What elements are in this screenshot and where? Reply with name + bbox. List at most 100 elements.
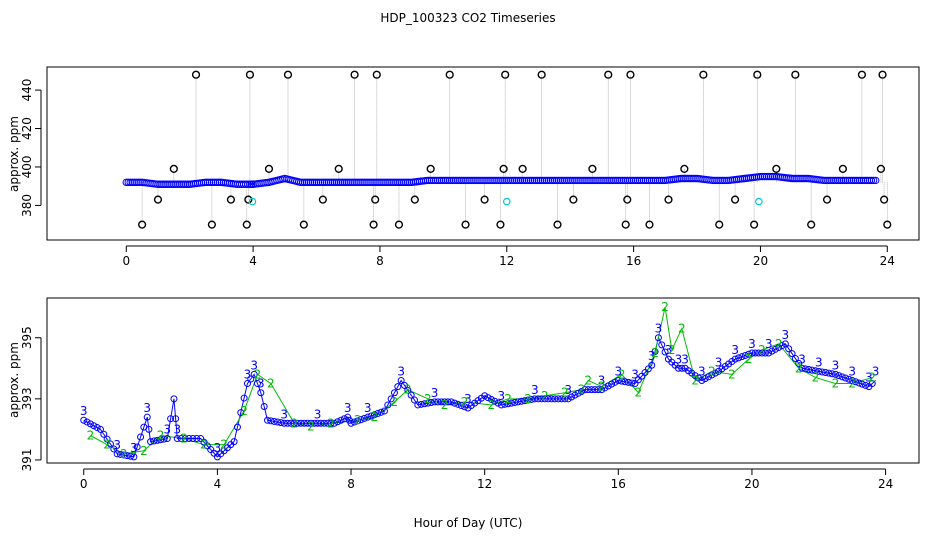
series-3-point [337, 416, 345, 424]
series-3-point [230, 438, 238, 446]
series-3-point [711, 369, 719, 377]
series-3-glyph: 3 [397, 365, 405, 379]
series-3-point [481, 392, 489, 400]
series-3-point [511, 399, 519, 406]
series-3-point [451, 399, 459, 407]
series-2-glyph: 2 [832, 377, 840, 391]
outlier-point [699, 70, 708, 79]
series-3-point [591, 386, 599, 394]
series-3-point [738, 353, 746, 361]
cyan-point [755, 197, 763, 206]
series-3-point [240, 394, 248, 402]
series-3-point [731, 355, 739, 363]
series-3-point [858, 380, 866, 388]
outlier-point [244, 195, 253, 204]
series-2-glyph: 2 [678, 322, 686, 336]
series-2-glyph: 2 [267, 377, 275, 391]
series-2-glyph: 2 [868, 370, 876, 384]
series-3-point [357, 416, 365, 424]
bottom-plot-frame [46, 297, 920, 464]
series-3-point [334, 418, 342, 426]
series-3-point [491, 397, 499, 405]
series-3-point [578, 388, 586, 395]
bottom-y-tick-label: 395 [20, 326, 34, 349]
cyan-point [248, 197, 257, 206]
series-3-glyph: 3 [631, 368, 639, 382]
series-3-point [397, 377, 405, 384]
series-3-point [117, 450, 125, 458]
outlier-point [283, 70, 293, 79]
series-3-glyph: 3 [163, 423, 171, 437]
series-3-glyph: 3 [280, 407, 288, 421]
top-y-tick-label: 380 [20, 194, 34, 217]
series-3-point [173, 435, 181, 443]
series-3-point [424, 399, 432, 407]
outlier-point [372, 70, 381, 79]
series-3-point [852, 378, 860, 386]
bottom-x-tick-label: 4 [214, 477, 222, 491]
series-3-point [153, 436, 161, 444]
series-3-point [167, 415, 175, 423]
series-3-glyph: 3 [214, 441, 222, 455]
outlier-point [753, 70, 762, 79]
series-3-point [537, 395, 545, 403]
series-3-point [96, 425, 104, 433]
outlier-point [750, 220, 759, 229]
series-3-point [775, 344, 783, 351]
bottom-y-tick-label: 391 [20, 448, 34, 471]
outlier-point [857, 70, 867, 79]
outlier-point [569, 195, 578, 204]
series-3-point [805, 366, 813, 373]
series-3-point [147, 438, 155, 446]
series-2-glyph: 2 [812, 370, 820, 384]
series-3-glyph: 3 [130, 441, 138, 455]
series-3-point [374, 410, 382, 417]
top-x-tick-label: 0 [122, 254, 130, 268]
outlier-point [410, 195, 419, 204]
series-3-point [558, 395, 566, 403]
top-x-tick-label: 8 [376, 254, 384, 268]
outlier-point [876, 164, 886, 173]
outlier-point [730, 195, 740, 204]
series-3-glyph: 3 [244, 368, 252, 382]
series-3-point [821, 369, 829, 377]
series-3-glyph: 3 [364, 401, 372, 415]
series-3-point [798, 364, 806, 372]
series-3-glyph: 3 [848, 365, 856, 379]
top-y-tick-label: 440 [20, 79, 34, 102]
outlier-point [138, 220, 147, 229]
series-3-glyph: 3 [765, 337, 773, 351]
series-3-point [270, 417, 278, 425]
outlier-point [645, 220, 654, 229]
series-2-glyph: 2 [307, 419, 315, 433]
series-3-point [551, 395, 559, 403]
top-plot-frame [46, 66, 920, 241]
series-3-point [83, 418, 91, 426]
series-3-point [407, 391, 415, 399]
series-3-point [260, 402, 268, 410]
outlier-point [715, 220, 724, 229]
bottom-x-tick-label: 20 [744, 477, 759, 491]
series-3-point [280, 419, 288, 427]
series-3-glyph: 3 [782, 328, 790, 342]
series-3-point [517, 397, 525, 405]
series-3-glyph: 3 [648, 349, 656, 363]
series-3-point [370, 411, 378, 419]
series-3-point [364, 413, 372, 421]
series-3-point [755, 349, 763, 357]
series-3-point [781, 340, 789, 348]
series-3-point [123, 452, 131, 460]
series-3-point [678, 364, 686, 372]
series-3-point [172, 415, 180, 423]
outlier-point [621, 220, 630, 229]
series-3-point [825, 369, 833, 377]
series-3-point [594, 386, 602, 394]
top-y-tick-label: 400 [20, 156, 34, 179]
bottom-x-tick-label: 8 [347, 477, 355, 491]
series-2-glyph: 2 [541, 389, 549, 403]
outlier-point [626, 70, 635, 79]
series-3-point [831, 370, 839, 378]
series-3-point [324, 419, 332, 427]
